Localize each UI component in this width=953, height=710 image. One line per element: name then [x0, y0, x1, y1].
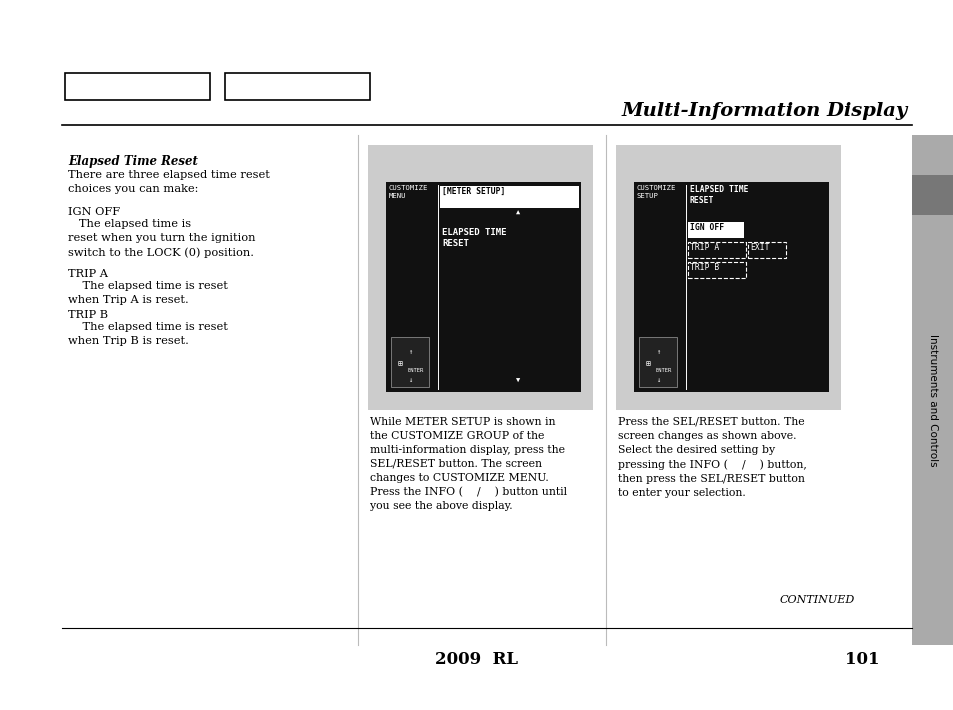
Text: 2009  RL: 2009 RL	[435, 652, 518, 669]
Text: ⊞: ⊞	[397, 359, 402, 368]
Bar	[687, 262, 745, 278]
Text: TRIP A: TRIP A	[68, 269, 108, 279]
Bar	[687, 242, 745, 258]
Text: ▲: ▲	[516, 210, 519, 216]
Bar	[616, 145, 841, 410]
Bar	[439, 186, 578, 208]
Text: ↓: ↓	[408, 377, 412, 383]
Bar	[911, 175, 953, 215]
Text: There are three elapsed time reset
choices you can make:: There are three elapsed time reset choic…	[68, 170, 270, 194]
Text: The elapsed time is reset
when Trip B is reset.: The elapsed time is reset when Trip B is…	[68, 322, 228, 346]
Text: CUSTOMIZE
SETUP: CUSTOMIZE SETUP	[637, 185, 676, 199]
Text: TRIP B: TRIP B	[68, 310, 108, 320]
Text: ↑: ↑	[408, 349, 412, 355]
Text: ▼: ▼	[516, 378, 519, 384]
Text: CUSTOMIZE
MENU: CUSTOMIZE MENU	[389, 185, 428, 199]
Text: ENTER: ENTER	[408, 368, 424, 373]
Text: The elapsed time is reset
when Trip A is reset.: The elapsed time is reset when Trip A is…	[68, 281, 228, 305]
Bar	[368, 145, 593, 410]
FancyBboxPatch shape	[225, 73, 370, 100]
Bar	[634, 182, 828, 392]
Text: [METER SETUP]: [METER SETUP]	[441, 187, 505, 196]
Bar	[639, 337, 677, 387]
Text: The elapsed time is
reset when you turn the ignition
switch to the LOCK (0) posi: The elapsed time is reset when you turn …	[68, 219, 255, 258]
Bar	[747, 242, 785, 258]
Text: ↓: ↓	[655, 377, 659, 383]
Text: ↑: ↑	[655, 349, 659, 355]
Text: CONTINUED: CONTINUED	[779, 595, 854, 605]
Bar	[687, 222, 743, 238]
Text: Multi-Information Display: Multi-Information Display	[621, 102, 907, 120]
Text: 101: 101	[844, 652, 879, 669]
Text: EXIT: EXIT	[749, 243, 769, 252]
Text: ELAPSED TIME
RESET: ELAPSED TIME RESET	[689, 185, 748, 205]
Text: TRIP B: TRIP B	[689, 263, 719, 272]
Text: ⊞: ⊞	[645, 359, 650, 368]
FancyBboxPatch shape	[65, 73, 210, 100]
Bar	[391, 337, 429, 387]
Text: IGN OFF: IGN OFF	[689, 223, 723, 232]
Bar	[386, 182, 580, 392]
Text: IGN OFF: IGN OFF	[68, 207, 120, 217]
Text: TRIP A: TRIP A	[689, 243, 719, 252]
Text: Instruments and Controls: Instruments and Controls	[927, 334, 937, 466]
Text: Elapsed Time Reset: Elapsed Time Reset	[68, 155, 197, 168]
Text: Press the SEL/RESET button. The
screen changes as shown above.
Select the desire: Press the SEL/RESET button. The screen c…	[618, 417, 806, 498]
Text: While METER SETUP is shown in
the CUSTOMIZE GROUP of the
multi-information displ: While METER SETUP is shown in the CUSTOM…	[370, 417, 566, 511]
Text: ENTER: ENTER	[656, 368, 672, 373]
Bar	[911, 135, 953, 645]
Text: ELAPSED TIME
RESET: ELAPSED TIME RESET	[441, 228, 506, 248]
